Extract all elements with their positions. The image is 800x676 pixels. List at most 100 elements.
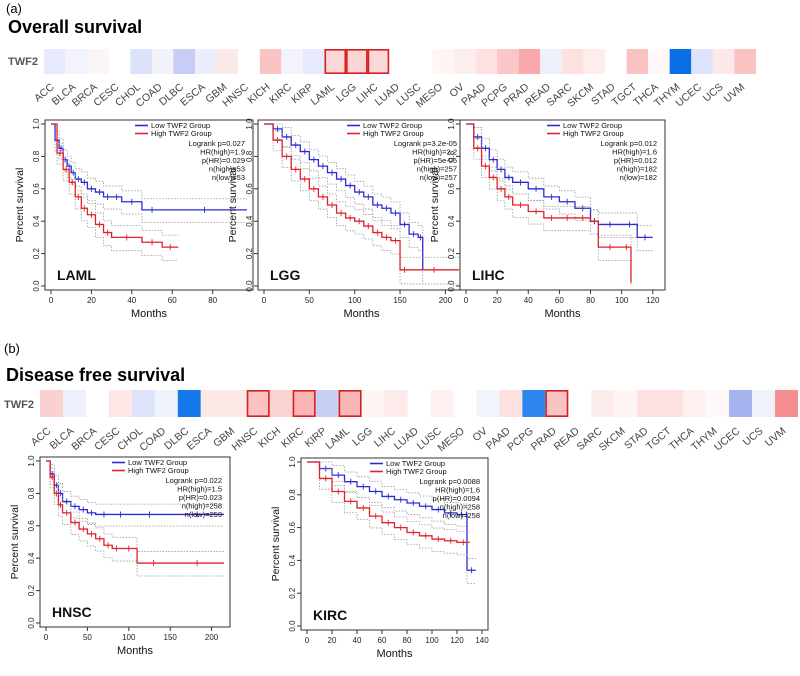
y-tick-label: 1.0: [447, 118, 456, 130]
stat-line: n(low)=258: [443, 511, 480, 520]
stat-line: n(high)=258: [440, 503, 480, 512]
heatmap-label-ucs: UCS: [701, 81, 726, 104]
y-axis-label: Percent survival: [14, 168, 26, 243]
x-tick-label: 40: [524, 296, 533, 305]
heatmap-cell-esca: [195, 49, 217, 74]
heatmap-cell-kirc: [281, 49, 303, 74]
panel-b-gene-label: TWF2: [4, 399, 34, 411]
y-tick-label: 0.6: [32, 183, 41, 195]
x-tick-label: 80: [403, 636, 412, 645]
heatmap-cell-ucec: [729, 390, 753, 417]
stat-line: Logrank p=0.012: [600, 139, 657, 148]
heatmap-cell-gbm: [216, 49, 239, 74]
heatmap-label-esca: ESCA: [185, 425, 215, 453]
heatmap-cell-blca: [62, 390, 86, 417]
heatmap-cell-ucs: [712, 49, 735, 74]
heatmap-cell-laml: [338, 390, 362, 417]
heatmap-cell-sarc: [591, 390, 615, 417]
plot-title: KIRC: [313, 607, 347, 623]
ci-upper-high: [264, 123, 459, 258]
y-tick-label: 1.0: [245, 118, 254, 130]
x-tick-label: 0: [305, 636, 310, 645]
heatmap-cell-uvm: [734, 49, 756, 74]
heatmap-cell-hnsc: [246, 390, 270, 417]
heatmap-label-skcm: SKCM: [597, 425, 628, 454]
ci-upper-low: [307, 461, 476, 559]
heatmap-cell-ov: [476, 390, 500, 417]
ci-upper-high: [466, 123, 632, 270]
heatmap-cell-luad: [389, 49, 411, 74]
heatmap-cell-meso: [453, 390, 477, 417]
heatmap-highlight-hnsc: [246, 389, 270, 417]
heatmap-label-ucec: UCEC: [712, 425, 743, 454]
heatmap-cell-uvm: [775, 390, 798, 417]
ci-upper-low: [264, 123, 424, 258]
stat-line: Logrank p=0.027: [188, 139, 245, 148]
y-tick-label: 0.4: [447, 215, 456, 227]
heatmap-cell-kirp: [302, 49, 325, 74]
y-tick-label: 0.2: [245, 247, 254, 259]
heatmap-label-pcpg: PCPG: [505, 425, 536, 453]
heatmap-highlight-lihc: [367, 48, 390, 74]
stat-line: HR(high)=1.6: [435, 486, 480, 495]
y-tick-label: 0.8: [288, 489, 297, 501]
x-tick-label: 120: [450, 636, 464, 645]
x-tick-label: 0: [262, 296, 267, 305]
y-tick-label: 0.4: [32, 215, 41, 227]
km-plot-kirc: 0.0 0.2 0.4 0.6 0.8 1.0 0 20 40 60 80 100 120 140 Mont…: [270, 456, 489, 660]
x-tick-label: 0: [49, 296, 54, 305]
x-axis-label: Months: [131, 308, 168, 320]
legend-entry: Low TWF2 Group: [151, 121, 210, 130]
x-tick-label: 50: [83, 633, 92, 642]
x-tick-label: 150: [164, 633, 178, 642]
x-axis-label: Months: [544, 308, 581, 320]
heatmap-cell-kirp: [315, 390, 339, 417]
heatmap-label-coad: COAD: [137, 425, 168, 454]
y-tick-label: 0.6: [27, 520, 36, 532]
y-tick-label: 0.2: [447, 247, 456, 259]
plot-title: LAML: [57, 267, 96, 283]
stat-line: Logrank p=3.2e-05: [394, 139, 457, 148]
ci-lower-high: [466, 123, 632, 286]
y-tick-label: 0.4: [27, 552, 36, 564]
heatmap-cell-blca: [65, 49, 88, 74]
x-tick-label: 200: [439, 296, 453, 305]
y-tick-label: 0.0: [27, 617, 36, 629]
y-tick-label: 0.4: [245, 215, 254, 227]
heatmap-label-uvm: UVM: [763, 425, 789, 449]
heatmap-cell-laml: [324, 49, 347, 74]
y-tick-label: 1.0: [288, 456, 297, 468]
heatmap-cell-thca: [648, 49, 670, 74]
legend-entry: Low TWF2 Group: [563, 121, 622, 130]
heatmap-cell-luad: [407, 390, 431, 417]
ci-lower-low: [307, 461, 476, 584]
km-plot-lgg: 0.0 0.2 0.4 0.6 0.8 1.0 0 50 100 150 200 Months Perc…: [227, 118, 466, 320]
ci-lower-high: [46, 460, 224, 577]
ci-upper-high: [307, 461, 470, 532]
y-axis-label: Percent survival: [270, 507, 282, 582]
heatmap-label-luad: LUAD: [392, 425, 421, 452]
heatmap-label-hnsc: HNSC: [230, 425, 261, 454]
heatmap-cell-ucec: [691, 49, 713, 74]
stat-line: p(HR)=0.012: [614, 156, 657, 165]
heatmap-highlight-laml: [324, 48, 347, 74]
stat-line: HR(high)=1.6: [612, 148, 657, 157]
panel-b-label: (b): [4, 341, 20, 356]
heatmap-label-ucs: UCS: [741, 425, 766, 448]
heatmap-cell-lihc: [384, 390, 408, 417]
heatmap-label-kich: KICH: [246, 81, 273, 106]
x-tick-label: 20: [328, 636, 337, 645]
stat-line: n(low)=257: [420, 173, 457, 182]
plot-frame: [44, 119, 254, 291]
x-tick-label: 100: [348, 296, 362, 305]
x-tick-label: 0: [44, 633, 49, 642]
stat-line: n(high)=258: [182, 502, 222, 511]
survival-line-high: [51, 123, 179, 248]
stat-line: n(high)=53: [209, 165, 245, 174]
stat-line: n(low)=53: [212, 173, 245, 182]
x-tick-label: 0: [464, 296, 469, 305]
legend-entry: High TWF2 Group: [386, 467, 447, 476]
heatmap-cell-lgg: [361, 390, 385, 417]
ci-upper-low: [51, 123, 247, 200]
